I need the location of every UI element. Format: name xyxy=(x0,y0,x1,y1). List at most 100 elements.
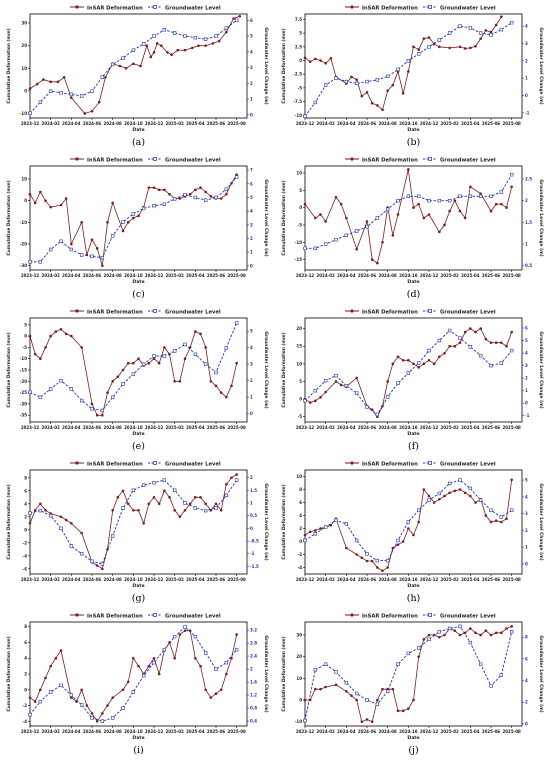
insar-point xyxy=(183,509,187,512)
y-left-tick-label: 2 xyxy=(299,526,302,531)
x-tick-label: 2024-08 xyxy=(378,273,397,278)
groundwater-point xyxy=(121,506,125,510)
y-right-tick-label: 2 xyxy=(525,198,528,203)
x-tick-label: 2024-04 xyxy=(62,729,81,734)
groundwater-point xyxy=(509,20,514,25)
y-left-axis-label: Cumulative Deformation (mm) xyxy=(281,28,287,103)
groundwater-point xyxy=(234,478,239,482)
insar-point xyxy=(484,514,488,517)
insar-point xyxy=(190,46,194,50)
panel-label: (j) xyxy=(408,745,418,756)
insar-point xyxy=(121,229,125,233)
legend-gw-label: Groundwater Level xyxy=(165,158,221,164)
insar-point xyxy=(324,685,327,689)
insar-point xyxy=(376,698,379,702)
groundwater-point xyxy=(214,667,218,671)
insar-point xyxy=(324,220,327,223)
x-tick-label: 2025-02 xyxy=(440,729,459,734)
groundwater-point xyxy=(69,92,74,97)
x-tick-label: 2024-08 xyxy=(378,425,397,430)
y-left-tick-label: 0 xyxy=(299,397,302,402)
insar-point xyxy=(225,192,228,196)
insar-point xyxy=(469,327,472,330)
y-left-tick-label: 2.5 xyxy=(295,44,302,49)
y-right-tick-label: 3 xyxy=(250,362,253,367)
groundwater-point xyxy=(162,28,167,32)
insar-point xyxy=(381,687,384,691)
insar-point xyxy=(147,186,151,189)
insar-point xyxy=(28,522,32,525)
groundwater-point xyxy=(478,31,483,35)
insar-point xyxy=(474,631,477,635)
groundwater-point xyxy=(354,691,359,696)
x-axis-label: Date xyxy=(407,735,419,741)
groundwater-point xyxy=(354,229,359,233)
insar-point xyxy=(500,341,503,344)
y-left-tick-label: -10 xyxy=(295,113,302,118)
x-tick-label: 2023-12 xyxy=(21,121,40,126)
x-tick-label: 2024-12 xyxy=(145,425,164,430)
groundwater-point xyxy=(323,525,328,529)
legend-gw-marker xyxy=(428,5,432,9)
y-left-tick-label: 5 xyxy=(299,188,302,193)
insar-point xyxy=(365,718,369,721)
y-left-tick-label: -4 xyxy=(23,719,28,724)
y-left-axis-label: Cumulative Deformation (mm) xyxy=(6,180,12,255)
y-right-tick-label: 6 xyxy=(250,181,253,186)
groundwater-point xyxy=(406,59,411,63)
insar-point xyxy=(381,240,384,244)
insar-point xyxy=(209,380,213,383)
y-right-axis-label: Groundwater Level Change (m) xyxy=(538,27,544,104)
legend-insar-label: InSAR Deformation xyxy=(87,158,143,164)
insar-point xyxy=(484,29,488,32)
insar-point xyxy=(126,361,130,365)
insar-point xyxy=(204,44,207,47)
insar-point xyxy=(142,522,145,525)
y-right-tick-label: 0.4 xyxy=(250,719,257,724)
insar-point xyxy=(95,247,99,250)
groundwater-point xyxy=(458,478,462,482)
x-tick-label: 2025-02 xyxy=(440,273,459,278)
y-left-tick-label: 8 xyxy=(24,475,27,480)
groundwater-point xyxy=(344,521,349,526)
groundwater-point xyxy=(172,349,177,353)
groundwater-point xyxy=(131,48,136,52)
y-left-tick-label: -30 xyxy=(20,401,27,406)
groundwater-point xyxy=(499,673,504,677)
y-left-tick-label: 0 xyxy=(24,334,27,339)
y-left-tick-label: 5 xyxy=(299,379,302,384)
groundwater-point xyxy=(396,198,400,203)
x-tick-label: 2024-02 xyxy=(41,425,60,430)
x-tick-label: 2025-04 xyxy=(461,577,480,582)
insar-point xyxy=(214,384,218,388)
insar-point xyxy=(448,491,451,495)
x-tick-label: 2024-02 xyxy=(316,577,335,582)
y-left-tick-label: 30 xyxy=(296,633,302,638)
groundwater-point xyxy=(152,34,156,38)
groundwater-point xyxy=(214,370,218,375)
x-tick-label: 2025-08 xyxy=(502,729,521,734)
y-left-tick-label: -15 xyxy=(20,368,27,373)
groundwater-point xyxy=(141,362,146,366)
insar-point xyxy=(453,344,457,348)
insar-point xyxy=(334,195,338,199)
insar-point xyxy=(49,80,52,84)
x-tick-label: 2025-04 xyxy=(461,121,480,126)
insar-point xyxy=(365,559,369,563)
insar-point xyxy=(132,509,135,512)
y-left-tick-label: -7.5 xyxy=(293,99,302,104)
insar-point xyxy=(350,694,353,697)
groundwater-point xyxy=(365,698,369,702)
groundwater-point xyxy=(385,558,390,563)
groundwater-point xyxy=(499,27,504,32)
legend-gw-marker xyxy=(153,157,157,161)
x-tick-label: 2025-04 xyxy=(186,425,205,430)
insar-point xyxy=(417,520,420,524)
y-right-tick-label: 3 xyxy=(250,65,253,70)
legend: InSAR Deformation Groundwater Level xyxy=(345,309,496,316)
insar-point xyxy=(489,30,493,34)
groundwater-point xyxy=(489,33,493,37)
groundwater-point xyxy=(214,506,218,510)
legend-gw-marker xyxy=(428,613,432,617)
insar-point xyxy=(407,70,410,73)
